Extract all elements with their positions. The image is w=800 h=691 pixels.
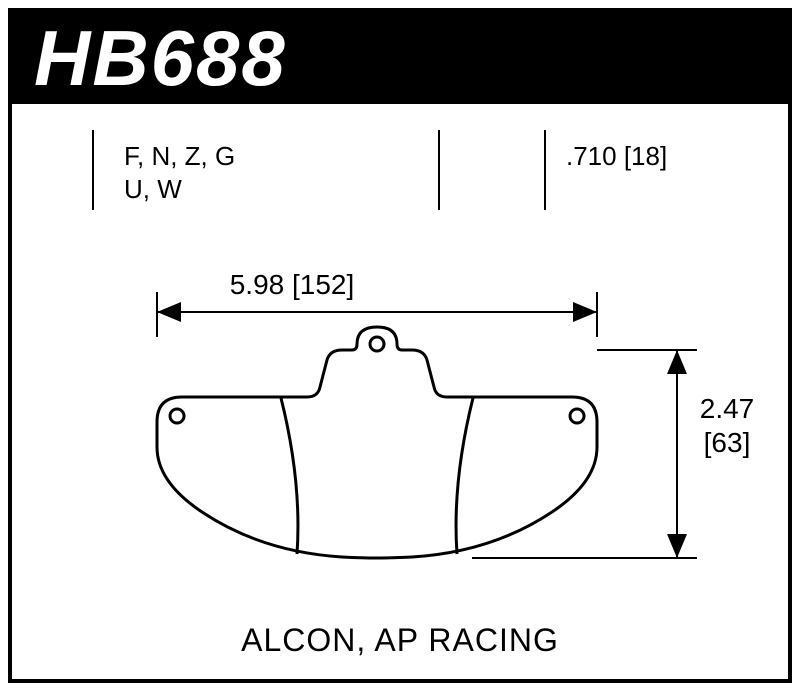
pad-groove <box>456 398 473 554</box>
diagram-frame: HB688 F, N, Z, G U, W .710 [18] 5.98 [15… <box>8 8 792 683</box>
part-number: HB688 <box>34 13 287 104</box>
header-bar: HB688 <box>12 12 788 104</box>
compounds-line2: U, W <box>124 173 235 206</box>
mount-hole <box>570 409 584 423</box>
info-row: F, N, Z, G U, W .710 [18] <box>12 140 788 204</box>
thickness: .710 [18] <box>566 140 667 173</box>
pad-groove <box>281 398 298 554</box>
pad-outline <box>157 327 597 558</box>
compounds-line1: F, N, Z, G <box>124 140 235 173</box>
mount-hole <box>170 409 184 423</box>
fitment-label: ALCON, AP RACING <box>12 622 788 659</box>
mount-hole <box>370 337 384 351</box>
pad-drawing <box>12 242 788 612</box>
compounds: F, N, Z, G U, W <box>124 140 235 205</box>
